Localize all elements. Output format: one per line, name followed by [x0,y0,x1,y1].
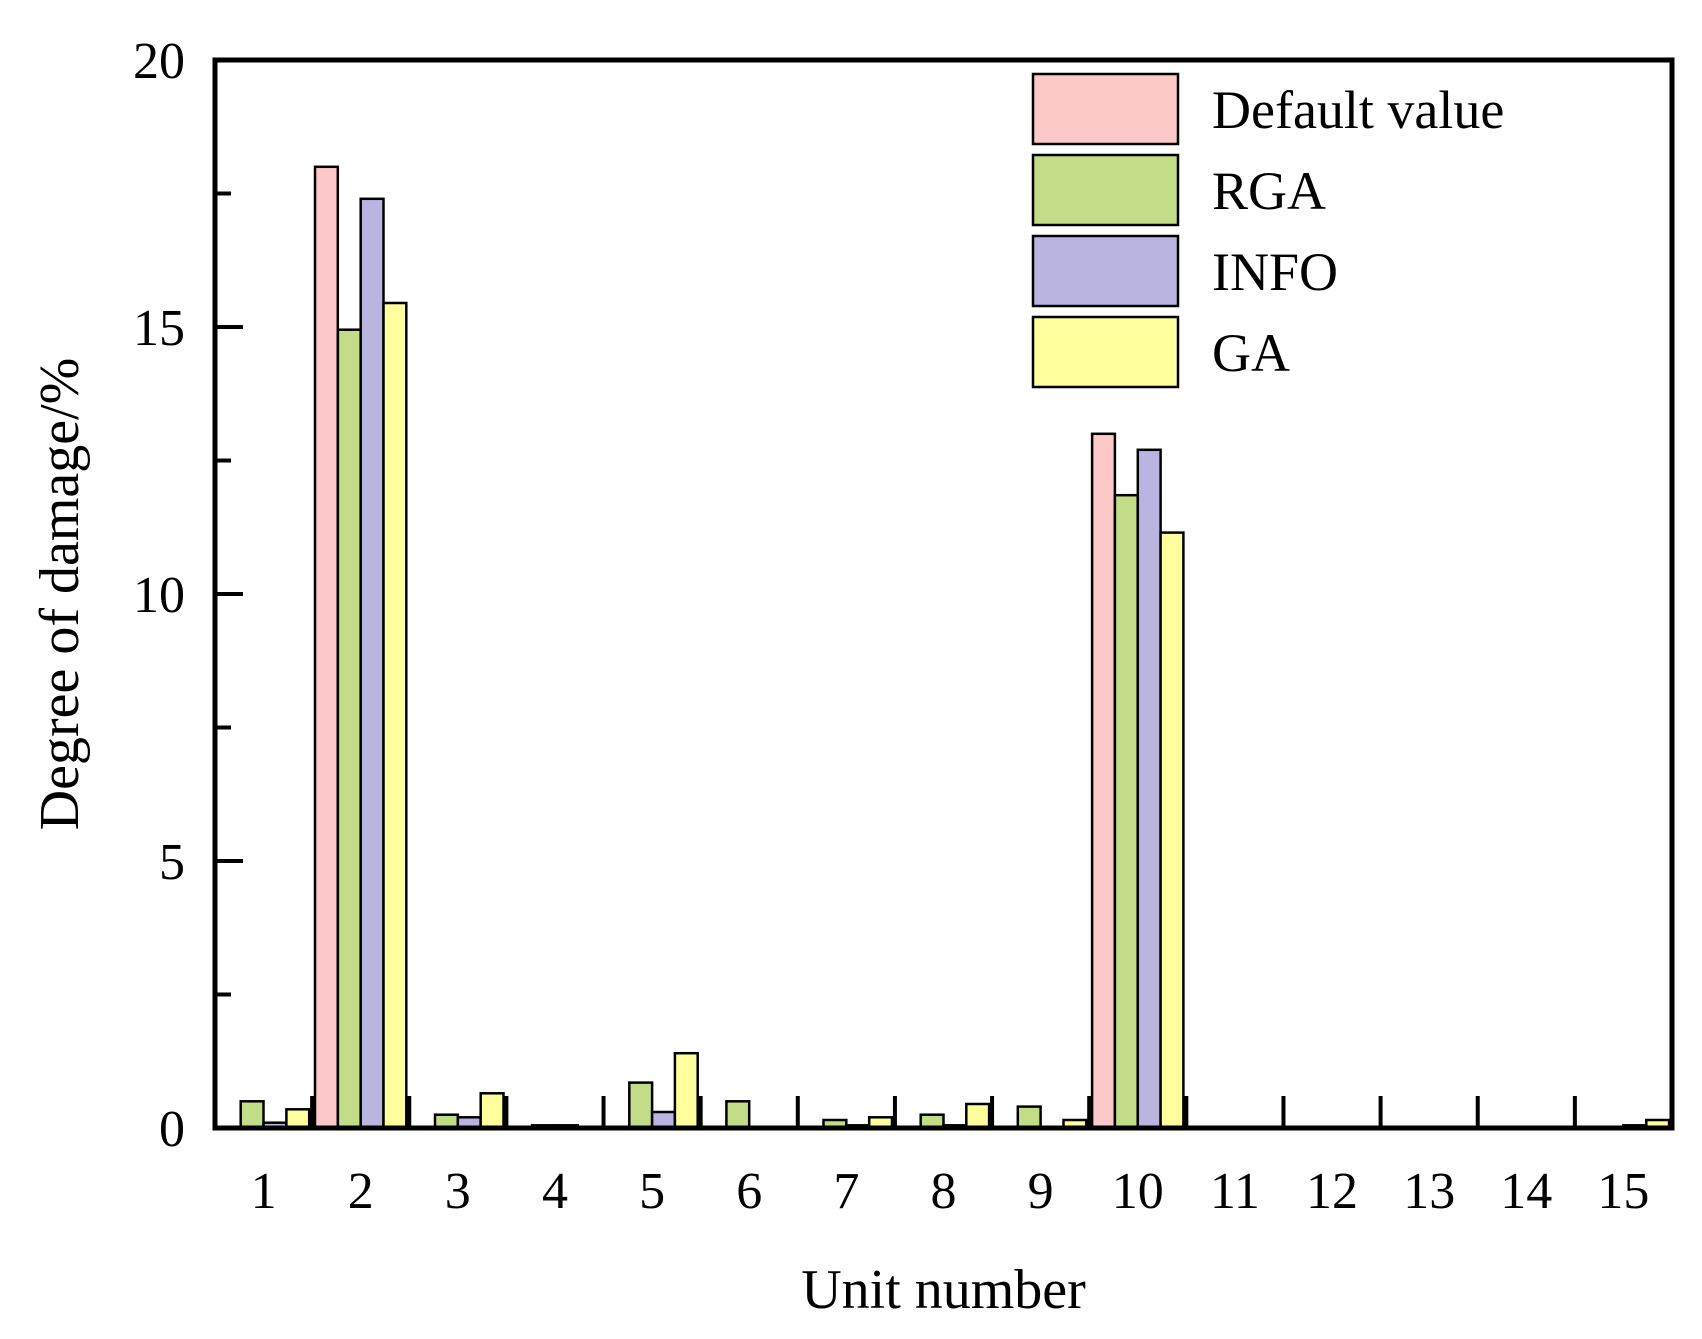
bar-default-value-unit-10 [1090,432,1117,1130]
legend-swatch-default-value [1031,72,1180,146]
bar-ga-unit-3 [479,1092,505,1130]
x-tick-label: 2 [348,1163,374,1220]
bar-ga-unit-8 [965,1102,991,1130]
y-tick-label: 10 [133,567,185,624]
x-tick-label: 8 [931,1163,957,1220]
bar-rga-unit-1 [239,1100,265,1130]
x-tick-label: 1 [251,1163,277,1220]
bar-ga-unit-5 [673,1051,699,1130]
bar-ga-unit-10 [1159,531,1185,1130]
legend-label: GA [1212,323,1290,383]
y-tick-label: 5 [159,834,185,891]
bar-rga-unit-10 [1113,493,1139,1130]
x-tick-label: 10 [1112,1163,1164,1220]
x-tick-label: 5 [639,1163,665,1220]
bar-info-unit-2 [359,197,385,1130]
y-tick-label: 15 [133,300,185,357]
legend-label: Default value [1212,80,1504,140]
y-tick-label: 0 [159,1101,185,1158]
ticks-layer [215,58,1577,1130]
x-tick-label: 4 [542,1163,568,1220]
x-tick-label: 6 [736,1163,762,1220]
y-axis-title: Degree of damage/% [29,358,91,831]
bar-rga-unit-9 [1016,1105,1042,1130]
bar-default-value-unit-2 [313,165,340,1130]
y-tick-label: 20 [133,33,185,90]
bar-rga-unit-6 [725,1100,751,1130]
x-tick-label: 11 [1210,1163,1260,1220]
bar-ga-unit-2 [382,301,408,1130]
legend-swatch-rga [1031,153,1180,227]
legend-label: RGA [1212,161,1326,221]
x-tick-label: 7 [833,1163,859,1220]
x-tick-label: 12 [1306,1163,1358,1220]
bar-rga-unit-2 [336,328,362,1130]
x-tick-label: 3 [445,1163,471,1220]
x-tick-label: 9 [1028,1163,1054,1220]
bar-rga-unit-5 [628,1081,654,1130]
x-tick-label: 14 [1500,1163,1552,1220]
plot-frame [212,57,1675,1131]
x-tick-label: 13 [1403,1163,1455,1220]
legend-swatch-info [1031,234,1180,308]
legend: Default value RGA INFO GA [1031,72,1504,389]
x-axis-title: Unit number [801,1259,1086,1321]
bars-layer [239,165,1671,1130]
legend-label: INFO [1212,242,1338,302]
legend-swatch-ga [1031,315,1180,389]
bar-ga-unit-1 [285,1108,311,1130]
bar-info-unit-10 [1136,448,1162,1130]
x-tick-label: 15 [1597,1163,1649,1220]
